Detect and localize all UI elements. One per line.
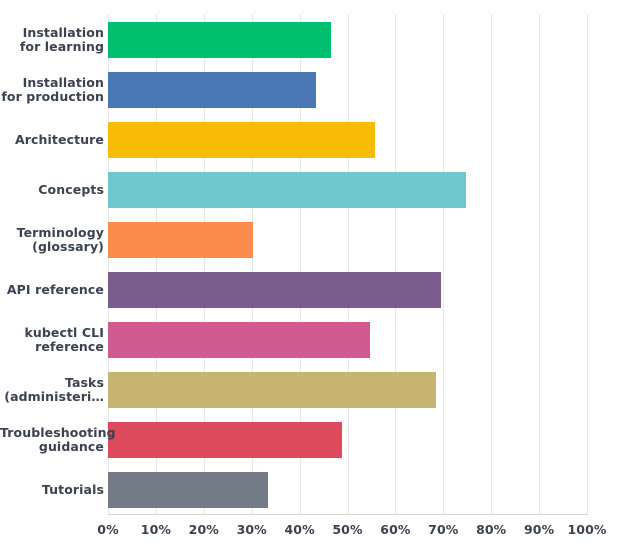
y-axis-label-line: reference [35,339,104,354]
y-axis-label-line: Installation [22,24,104,40]
bar[interactable] [108,222,254,258]
x-axis-tick-label: 100% [567,522,607,537]
y-axis-label: Architecture [0,131,104,148]
x-axis-tick-label: 90% [523,522,555,537]
x-axis-tick-label: 10% [140,522,172,537]
bar-row [108,472,587,508]
bar[interactable] [108,22,332,58]
y-axis-label-line: Terminology [16,224,104,240]
bar-row [108,272,587,308]
bar-row [108,72,587,108]
bar[interactable] [108,372,437,408]
y-axis-label: kubectl CLI reference [0,324,104,355]
y-axis-label-line: (glossary) [32,239,104,254]
x-axis-line [108,514,588,515]
bar[interactable] [108,272,441,308]
y-axis-label: Installation for production [0,74,104,105]
bar-row [108,222,587,258]
bar-rows [108,14,587,514]
bar[interactable] [108,172,466,208]
y-axis-label: Tasks (administeri… [0,374,104,405]
bar[interactable] [108,472,268,508]
y-axis-label: API reference [0,281,104,298]
bar-row [108,22,587,58]
y-axis-label-line: kubectl CLI [24,324,104,340]
y-axis-label-line: Architecture [14,131,104,147]
x-axis-tick-label: 70% [428,522,459,537]
bar-row [108,372,587,408]
bar-row [108,122,587,158]
y-axis-label: Installation for learning [0,24,104,55]
y-axis-label-line: Concepts [38,181,104,197]
y-axis-label: Tutorials [0,481,104,498]
y-axis-label-line: Installation [22,74,104,90]
bar-row [108,322,587,358]
x-axis-tick-label: 0% [97,522,119,537]
x-axis-tick-label: 50% [332,522,363,537]
x-axis-tick-label: 60% [380,522,411,537]
x-axis-tick-label: 20% [188,522,219,537]
y-axis-label: Concepts [0,181,104,198]
y-axis-label-line: (administeri… [4,389,104,404]
plot-area [108,14,588,514]
y-axis-label-line: Troubleshooting [0,424,116,440]
y-axis-label: Terminology (glossary) [0,224,104,255]
y-axis-label-line: for learning [19,39,104,54]
x-axis-tick-label: 30% [236,522,267,537]
y-axis-label-line: Tasks [64,374,104,390]
y-axis-label-line: API reference [6,281,104,297]
bar-row [108,172,587,208]
y-axis-label-line: guidance [38,439,104,454]
y-axis-label-line: for production [1,89,104,104]
bar[interactable] [108,322,370,358]
bar-row [108,422,587,458]
bar[interactable] [108,122,375,158]
x-axis-tick-label: 80% [476,522,507,537]
y-axis-label: Troubleshooting guidance [0,424,116,455]
y-axis-label-line: Tutorials [41,481,104,497]
x-axis-tick-label: 40% [284,522,315,537]
bar[interactable] [108,72,316,108]
gridline-100pct [587,14,588,514]
bar[interactable] [108,422,343,458]
